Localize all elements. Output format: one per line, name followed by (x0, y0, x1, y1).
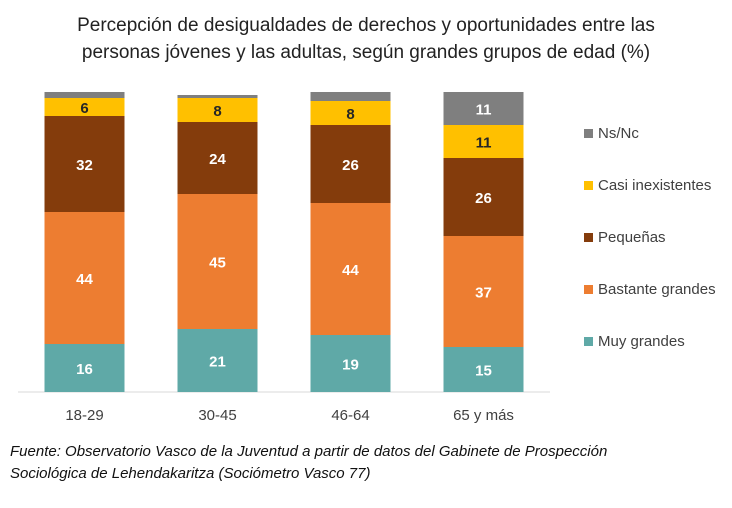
legend-label: Muy grandes (598, 333, 685, 350)
data-label: 21 (209, 354, 226, 371)
data-label: 44 (342, 262, 359, 279)
bar-segment (310, 335, 391, 392)
x-tick-label: 46-64 (331, 407, 369, 424)
source-line-1: Fuente: Observatorio Vasco de la Juventu… (10, 443, 608, 460)
data-label: 11 (476, 102, 492, 119)
x-tick-label: 65 y más (453, 407, 514, 424)
data-label: 19 (342, 357, 359, 374)
legend-swatch (584, 129, 593, 138)
bar-segment (443, 236, 524, 347)
data-label: 8 (346, 106, 354, 123)
bar-segment (310, 125, 391, 203)
data-label: 8 (213, 103, 221, 120)
bar-segment (177, 194, 258, 329)
data-label: 37 (475, 285, 492, 302)
bar-segment (310, 101, 391, 125)
data-label: 16 (76, 361, 93, 378)
bar-segment (443, 347, 524, 392)
bar-segment (177, 95, 258, 98)
legend-label: Pequeñas (598, 229, 666, 246)
legend-label: Casi inexistentes (598, 177, 711, 194)
bar-segment (44, 212, 125, 344)
bar-segment (443, 92, 524, 125)
chart-title-line-2: personas jóvenes y las adultas, según gr… (81, 42, 651, 63)
data-label: 6 (80, 100, 88, 117)
legend-swatch (584, 337, 593, 346)
data-label: 24 (209, 151, 226, 168)
chart-title-line-1: Percepción de desigualdades de derechos … (77, 15, 655, 36)
bar-segment (310, 92, 391, 101)
data-label: 32 (76, 157, 93, 174)
x-tick-label: 18-29 (65, 407, 103, 424)
legend-label: Ns/Nc (598, 125, 639, 142)
bar-segment (177, 98, 258, 122)
data-label: 15 (475, 363, 492, 380)
source-note: Fuente: Observatorio Vasco de la Juventu… (10, 441, 722, 485)
bar-segment (44, 116, 125, 212)
bar-segment (443, 125, 524, 158)
data-label: 26 (342, 157, 359, 174)
bar-segment (177, 122, 258, 194)
legend-swatch (584, 285, 593, 294)
legend-swatch (584, 181, 593, 190)
chart-title: Percepción de desigualdades de derechos … (0, 12, 732, 66)
bar-segment (443, 158, 524, 236)
data-label: 44 (76, 271, 93, 288)
source-line-2: Sociológica de Lehendakaritza (Sociómetr… (10, 465, 371, 482)
data-label: 11 (476, 135, 492, 152)
bar-segment (44, 92, 125, 98)
stacked-bar-chart: 16 44 32 6 18-29 21 45 24 8 30-45 19 44 26 8 46-64 15 37… (18, 92, 716, 424)
bar-segment (44, 344, 125, 392)
x-tick-label: 30-45 (198, 407, 236, 424)
data-label: 26 (475, 190, 492, 207)
bar-segment (44, 98, 125, 116)
legend-swatch (584, 233, 593, 242)
bar-segment (310, 203, 391, 335)
bar-segment (177, 329, 258, 392)
data-label: 45 (209, 255, 226, 272)
legend-label: Bastante grandes (598, 281, 716, 298)
